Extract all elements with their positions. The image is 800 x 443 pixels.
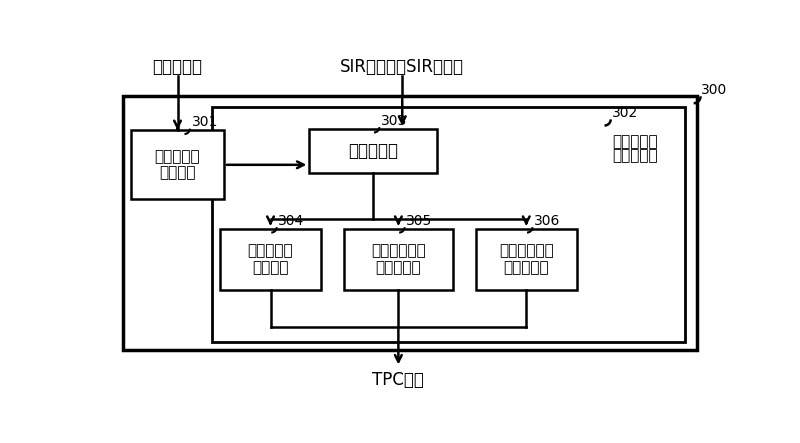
Text: 302: 302	[611, 106, 638, 120]
Bar	[123, 96, 697, 350]
Bar	[310, 128, 437, 173]
Text: 305: 305	[406, 214, 432, 228]
Text: SIR测量值、SIR目标值: SIR测量值、SIR目标值	[340, 58, 464, 76]
Bar	[344, 229, 453, 290]
Bar	[476, 229, 577, 290]
Text: 301: 301	[191, 116, 218, 129]
Text: 内环功控切: 内环功控切	[612, 134, 658, 149]
Bar	[131, 130, 224, 199]
Bar	[212, 107, 685, 342]
Text: 306: 306	[534, 214, 560, 228]
Text: 停止内环功: 停止内环功	[248, 243, 294, 258]
Text: 控子模块: 控子模块	[252, 260, 289, 275]
Text: 300: 300	[701, 83, 727, 97]
Text: 换控制模块: 换控制模块	[612, 148, 658, 163]
Text: 功控子模块: 功控子模块	[375, 260, 421, 275]
Text: 评估模块: 评估模块	[159, 165, 196, 180]
Text: 功控子模块: 功控子模块	[503, 260, 549, 275]
Text: 303: 303	[381, 114, 407, 128]
Text: TPC比特: TPC比特	[373, 371, 424, 389]
Bar	[220, 229, 321, 290]
Text: 判断子模块: 判断子模块	[348, 142, 398, 160]
Text: 步长可变内环: 步长可变内环	[499, 243, 554, 258]
Text: 多普勒扩展: 多普勒扩展	[154, 150, 200, 165]
Text: 304: 304	[278, 214, 305, 228]
Text: 多普勒扩展: 多普勒扩展	[153, 58, 202, 76]
Text: 固定步长内环: 固定步长内环	[371, 243, 426, 258]
